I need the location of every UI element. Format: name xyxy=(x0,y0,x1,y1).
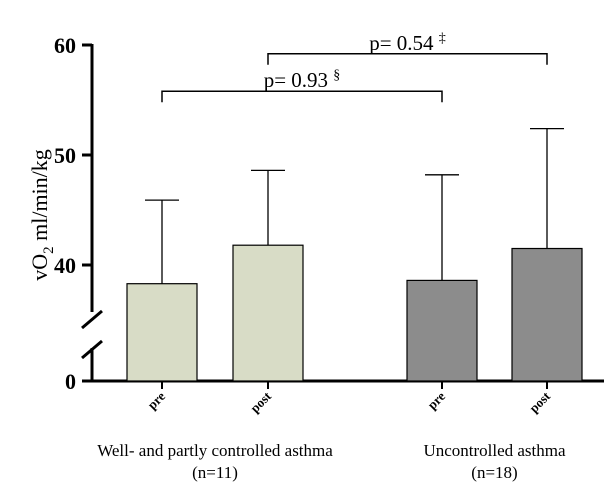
axis-break-mark-top xyxy=(81,309,103,330)
bar-2 xyxy=(406,279,478,382)
y-tick-label: 60 xyxy=(54,33,76,58)
error-bars-layer xyxy=(145,127,564,284)
axis-break-mark-bottom xyxy=(81,339,103,360)
category-label: pre xyxy=(144,388,168,412)
p-value-label-1: p= 0.54 ‡ xyxy=(369,31,446,55)
category-label: pre xyxy=(424,388,448,412)
annotations-layer: p= 0.93 § p= 0.54 ‡ xyxy=(161,31,548,103)
significance-bracket-0 xyxy=(161,90,443,103)
y-tick-label: 50 xyxy=(54,143,76,168)
group-n-1: (n=18) xyxy=(471,463,517,482)
group-label-1: Uncontrolled asthma xyxy=(423,441,566,460)
y-tick-label: 0 xyxy=(65,369,76,394)
p-value-label-0: p= 0.93 § xyxy=(264,68,341,92)
group-label-0: Well- and partly controlled asthma xyxy=(97,441,333,460)
group-n-0: (n=11) xyxy=(192,463,238,482)
category-label: post xyxy=(247,388,274,415)
significance-bracket-1 xyxy=(267,53,548,65)
bar-1 xyxy=(232,244,304,382)
y-axis-label: vO2 ml/min/kg xyxy=(27,149,57,281)
category-label: post xyxy=(526,388,553,415)
bars-layer xyxy=(126,244,583,382)
y-tick-label: 40 xyxy=(54,253,76,278)
bar-0 xyxy=(126,283,198,382)
bar-3 xyxy=(511,247,583,382)
